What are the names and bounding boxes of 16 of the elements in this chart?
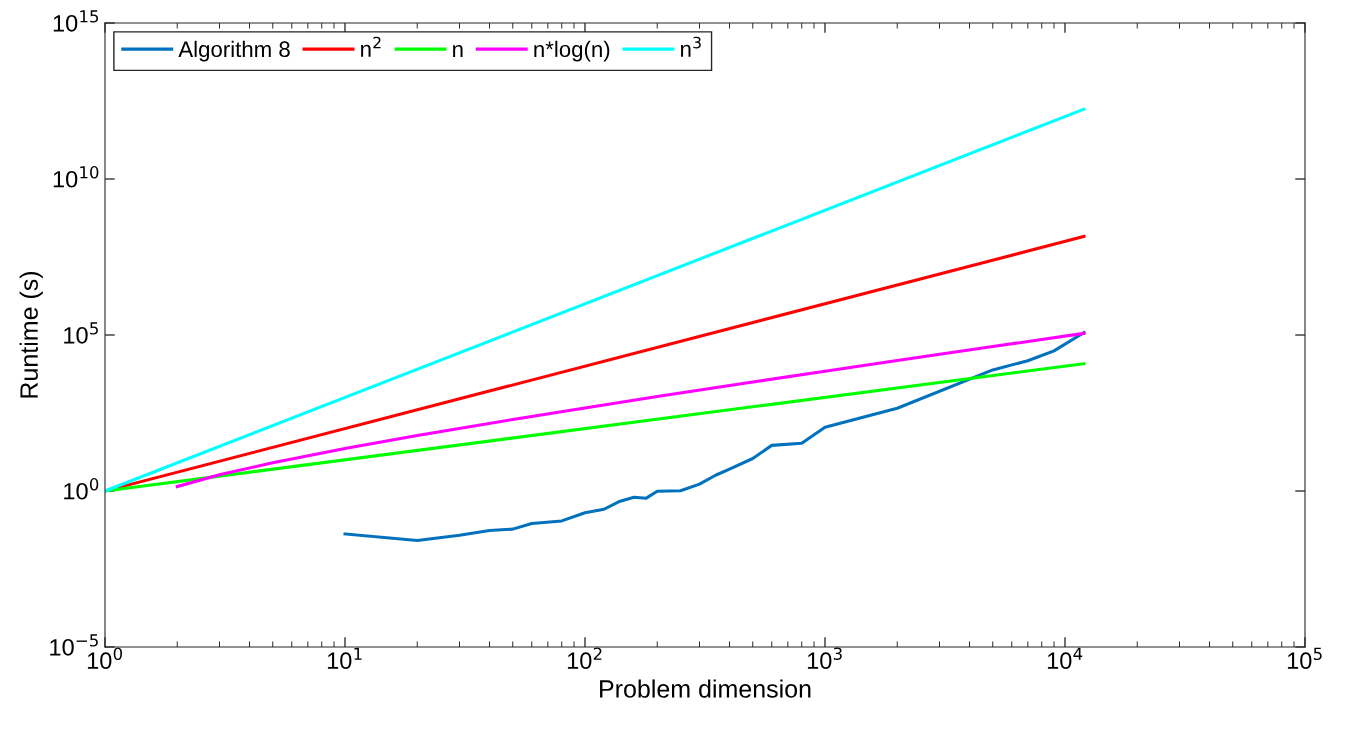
y-tick-label: 10$^{10}$ xyxy=(53,166,99,188)
y-axis-title: Runtime (s) xyxy=(19,271,43,398)
x-tick-label: 10$^{5}$ xyxy=(1287,647,1322,670)
x-tick-label: 10$^{1}$ xyxy=(327,647,362,670)
legend-label: n$^{2}$ xyxy=(361,36,381,57)
x-tick-label: 10$^{4}$ xyxy=(1047,647,1083,670)
x-tick-label: 10$^{3}$ xyxy=(807,647,842,670)
x-axis-title: Problem dimension xyxy=(600,679,811,698)
legend-label: n*log(n) xyxy=(534,40,610,62)
x-tick-label: 10$^{2}$ xyxy=(567,647,602,670)
y-tick-label: 10$^{5}$ xyxy=(64,322,98,344)
legend-label: Algorithm 8 xyxy=(178,40,290,62)
y-tick-label: 10$^{15}$ xyxy=(53,10,99,32)
legend-label: n xyxy=(453,44,463,57)
legend-label: n$^{3}$ xyxy=(681,36,701,57)
y-tick-label: 10$^{0}$ xyxy=(64,478,99,500)
